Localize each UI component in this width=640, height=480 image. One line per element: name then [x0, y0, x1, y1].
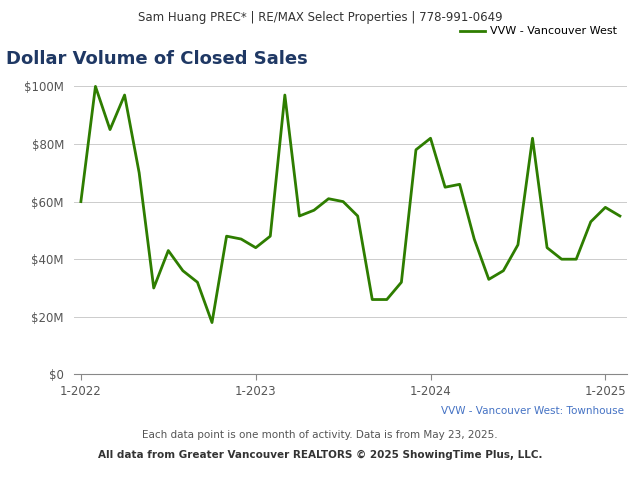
Text: Each data point is one month of activity. Data is from May 23, 2025.: Each data point is one month of activity… — [142, 430, 498, 440]
Text: All data from Greater Vancouver REALTORS © 2025 ShowingTime Plus, LLC.: All data from Greater Vancouver REALTORS… — [98, 450, 542, 460]
Text: VVW - Vancouver West: Townhouse: VVW - Vancouver West: Townhouse — [441, 406, 624, 416]
Text: Sam Huang PREC* | RE/MAX Select Properties | 778-991-0649: Sam Huang PREC* | RE/MAX Select Properti… — [138, 12, 502, 24]
Text: Dollar Volume of Closed Sales: Dollar Volume of Closed Sales — [6, 50, 308, 68]
Legend: VVW - Vancouver West: VVW - Vancouver West — [456, 22, 621, 41]
